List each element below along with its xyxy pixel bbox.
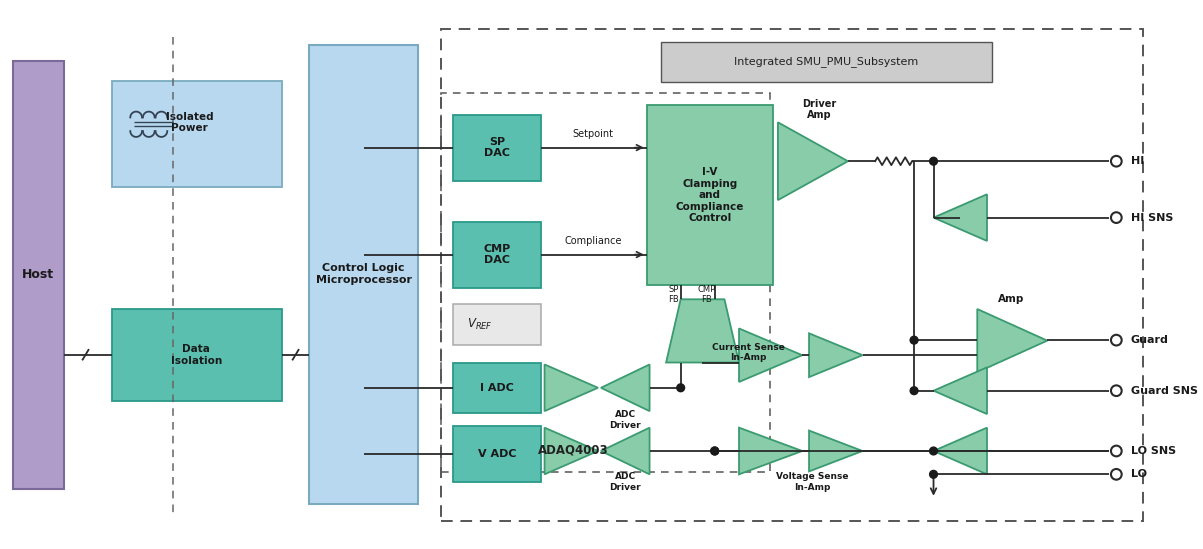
Polygon shape: [739, 428, 802, 474]
Polygon shape: [666, 299, 739, 362]
Polygon shape: [602, 365, 650, 411]
Bar: [112, 81, 282, 187]
Text: CMP
FB: CMP FB: [698, 285, 716, 304]
Circle shape: [1112, 469, 1121, 480]
Text: I ADC: I ADC: [480, 383, 514, 393]
Text: Compliance: Compliance: [564, 236, 622, 246]
Circle shape: [1112, 335, 1121, 345]
Bar: [454, 425, 540, 482]
Text: Isolated
Power: Isolated Power: [166, 111, 213, 133]
Text: ADAQ4003: ADAQ4003: [539, 444, 609, 457]
Polygon shape: [934, 428, 986, 474]
Bar: [112, 309, 282, 401]
Circle shape: [711, 447, 718, 455]
Polygon shape: [602, 428, 650, 474]
Polygon shape: [810, 333, 863, 377]
Text: HI SNS: HI SNS: [1131, 212, 1173, 222]
Text: ADC
Driver: ADC Driver: [610, 472, 641, 492]
Bar: [442, 93, 770, 472]
Polygon shape: [778, 122, 848, 200]
Text: HI: HI: [1131, 156, 1144, 166]
Text: $V_{REF}$: $V_{REF}$: [467, 317, 492, 332]
Text: Current Sense
In-Amp: Current Sense In-Amp: [712, 343, 786, 362]
Text: Guard: Guard: [1131, 335, 1169, 345]
Text: Integrated SMU_PMU_Subsystem: Integrated SMU_PMU_Subsystem: [734, 57, 919, 68]
Circle shape: [677, 384, 685, 391]
Text: Guard SNS: Guard SNS: [1131, 386, 1198, 396]
Circle shape: [930, 158, 937, 165]
Circle shape: [930, 447, 937, 455]
Circle shape: [1112, 446, 1121, 456]
Bar: [442, 29, 1143, 521]
Text: LO SNS: LO SNS: [1131, 446, 1177, 456]
Bar: [13, 61, 64, 489]
Bar: [309, 44, 419, 503]
Polygon shape: [739, 328, 802, 382]
Text: Amp: Amp: [998, 294, 1025, 304]
Text: LO: LO: [1131, 469, 1146, 479]
Circle shape: [1112, 385, 1121, 396]
Text: SP
DAC: SP DAC: [484, 137, 510, 159]
Polygon shape: [810, 430, 863, 472]
Text: Data
Isolation: Data Isolation: [171, 344, 223, 366]
Polygon shape: [545, 365, 598, 411]
Circle shape: [1112, 156, 1121, 166]
Polygon shape: [934, 367, 986, 414]
Text: V ADC: V ADC: [478, 449, 516, 459]
Circle shape: [1112, 212, 1121, 223]
Polygon shape: [977, 309, 1048, 372]
Bar: [454, 115, 540, 181]
Bar: [662, 42, 991, 82]
Polygon shape: [934, 194, 986, 241]
Bar: [647, 105, 774, 285]
Text: Setpoint: Setpoint: [573, 129, 614, 139]
Text: Driver
Amp: Driver Amp: [801, 99, 836, 120]
Bar: [454, 221, 540, 288]
Text: Control Logic
Microprocessor: Control Logic Microprocessor: [315, 263, 411, 285]
Bar: [454, 304, 540, 345]
Circle shape: [911, 336, 918, 344]
Text: SP
FB: SP FB: [669, 285, 680, 304]
Circle shape: [930, 470, 937, 478]
Circle shape: [911, 387, 918, 395]
Bar: [454, 362, 540, 413]
Text: I-V
Clamping
and
Compliance
Control: I-V Clamping and Compliance Control: [676, 167, 743, 223]
Text: CMP
DAC: CMP DAC: [484, 244, 510, 265]
Circle shape: [711, 447, 718, 455]
Polygon shape: [545, 428, 598, 474]
Text: Host: Host: [22, 268, 54, 282]
Text: ADC
Driver: ADC Driver: [610, 410, 641, 429]
Text: Voltage Sense
In-Amp: Voltage Sense In-Amp: [776, 472, 848, 492]
